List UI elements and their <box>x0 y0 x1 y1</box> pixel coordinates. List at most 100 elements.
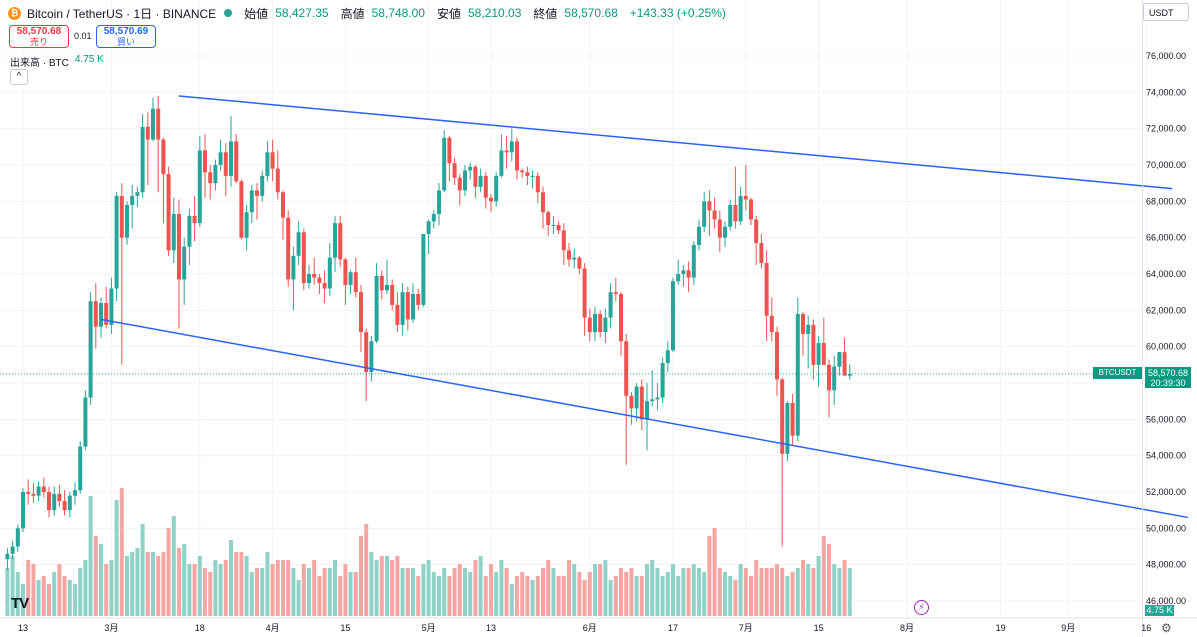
candle-body <box>343 259 348 285</box>
candle-body <box>187 215 192 247</box>
candle-body <box>151 108 155 140</box>
trendline-lower[interactable] <box>100 318 1188 519</box>
candle-body <box>738 195 743 222</box>
volume-bar <box>385 556 389 616</box>
candle-body <box>99 303 103 327</box>
candle-body <box>717 219 722 238</box>
volume-bar <box>109 560 114 616</box>
candle-body <box>478 175 483 187</box>
price-axis[interactable]: 46,000.00 48,000.00 50,000.00 52,000.00 54,0… <box>1142 0 1187 637</box>
candle-body <box>759 243 764 264</box>
volume-bar <box>645 564 649 616</box>
volume-legend[interactable]: 出来高 · BTC 4.75 K <box>10 54 104 69</box>
volume-bar <box>837 568 842 616</box>
volume-bar <box>561 576 566 616</box>
sell-button[interactable]: 58,570.68 売り <box>9 25 69 48</box>
tradingview-logo-icon[interactable]: TV <box>11 595 29 612</box>
volume-bar <box>811 568 816 616</box>
volume-bar <box>47 584 51 616</box>
x-tick-label: 13 <box>486 623 496 633</box>
collapse-legend-button[interactable]: ^ <box>10 69 28 85</box>
volume-bar <box>416 576 421 616</box>
candle-body <box>681 270 686 274</box>
candle-body <box>811 324 816 365</box>
volume-bar <box>697 568 701 616</box>
candle-body <box>255 190 259 196</box>
volume-bar <box>322 568 327 616</box>
volume-bar <box>99 544 103 616</box>
candle-body <box>88 301 93 398</box>
low-value: 58,210.03 <box>468 6 522 20</box>
volume-bar <box>468 572 473 616</box>
symbol-legend: ₿ Bitcoin / TetherUS · 1日 · BINANCE 始値 58… <box>8 4 732 22</box>
volume-bar <box>374 560 379 616</box>
volume-bar <box>619 568 623 616</box>
candle-body <box>348 272 353 285</box>
candle-body <box>806 324 811 334</box>
symbol-title[interactable]: Bitcoin / TetherUS · 1日 · BINANCE <box>27 6 217 21</box>
volume-bar <box>671 564 675 616</box>
candle-body <box>145 126 150 140</box>
symbol-price-tag: BTCUSDT <box>1093 367 1142 379</box>
candle-body <box>296 232 301 256</box>
candle-body <box>239 181 244 238</box>
volume-bar <box>821 536 826 616</box>
time-axis[interactable]: 133月184月155月136月177月158月199月1610月 <box>0 617 1197 633</box>
candle-body <box>229 141 233 176</box>
volume-bar <box>463 568 467 616</box>
x-tick-label: 5月 <box>422 623 436 633</box>
candle-body <box>26 492 31 494</box>
candle-body <box>78 446 83 491</box>
volume-bar <box>197 556 202 616</box>
volume-bar <box>255 568 259 616</box>
volume-bar <box>489 564 493 616</box>
volume-bar <box>114 500 119 616</box>
currency-select[interactable]: USDT <box>1143 3 1189 21</box>
gear-icon[interactable]: ⚙ <box>1161 621 1172 635</box>
lightning-icon[interactable]: ⚡ <box>914 600 929 615</box>
volume-bar <box>593 564 597 616</box>
candle-body <box>281 192 285 218</box>
candle-body <box>754 219 759 244</box>
y-tick-label: 74,000.00 <box>1146 87 1186 97</box>
volume-bars <box>5 488 852 616</box>
volume-badge: 4.75 K <box>1145 605 1174 616</box>
volume-bar <box>249 572 254 616</box>
y-tick-label: 64,000.00 <box>1146 269 1186 279</box>
candle-body <box>171 214 176 251</box>
candle-body <box>203 150 207 173</box>
volume-bar <box>494 572 499 616</box>
candle-body <box>520 170 525 173</box>
candle-body <box>764 263 769 316</box>
candle-body <box>333 223 337 258</box>
candle-body <box>655 397 660 400</box>
volume-bar <box>104 564 109 616</box>
buy-button[interactable]: 58,570.69 買い <box>96 25 156 48</box>
volume-bar <box>411 568 415 616</box>
candle-body <box>587 317 592 333</box>
candle-body <box>93 301 98 327</box>
trendlines[interactable] <box>100 95 1188 519</box>
candle-body <box>265 152 270 176</box>
candle-body <box>312 274 317 278</box>
candle-body <box>551 224 556 226</box>
volume-bar <box>395 556 400 616</box>
candle-body <box>473 166 478 187</box>
bar-countdown: 20:39:30 <box>1150 377 1186 388</box>
volume-bar <box>31 564 36 616</box>
volume-bar <box>244 556 249 616</box>
volume-bar <box>130 552 135 616</box>
open-label: 始値 <box>244 6 269 21</box>
volume-bar <box>177 548 181 616</box>
x-tick-label: 4月 <box>266 623 280 633</box>
candle-body <box>567 250 571 260</box>
candle-body <box>270 152 275 169</box>
volume-bar <box>650 560 655 616</box>
volume-bar <box>655 568 660 616</box>
volume-bar <box>218 564 223 616</box>
candle-body <box>837 352 842 367</box>
volume-bar <box>208 572 213 616</box>
trendline-upper[interactable] <box>178 95 1173 190</box>
volume-bar <box>62 576 67 616</box>
